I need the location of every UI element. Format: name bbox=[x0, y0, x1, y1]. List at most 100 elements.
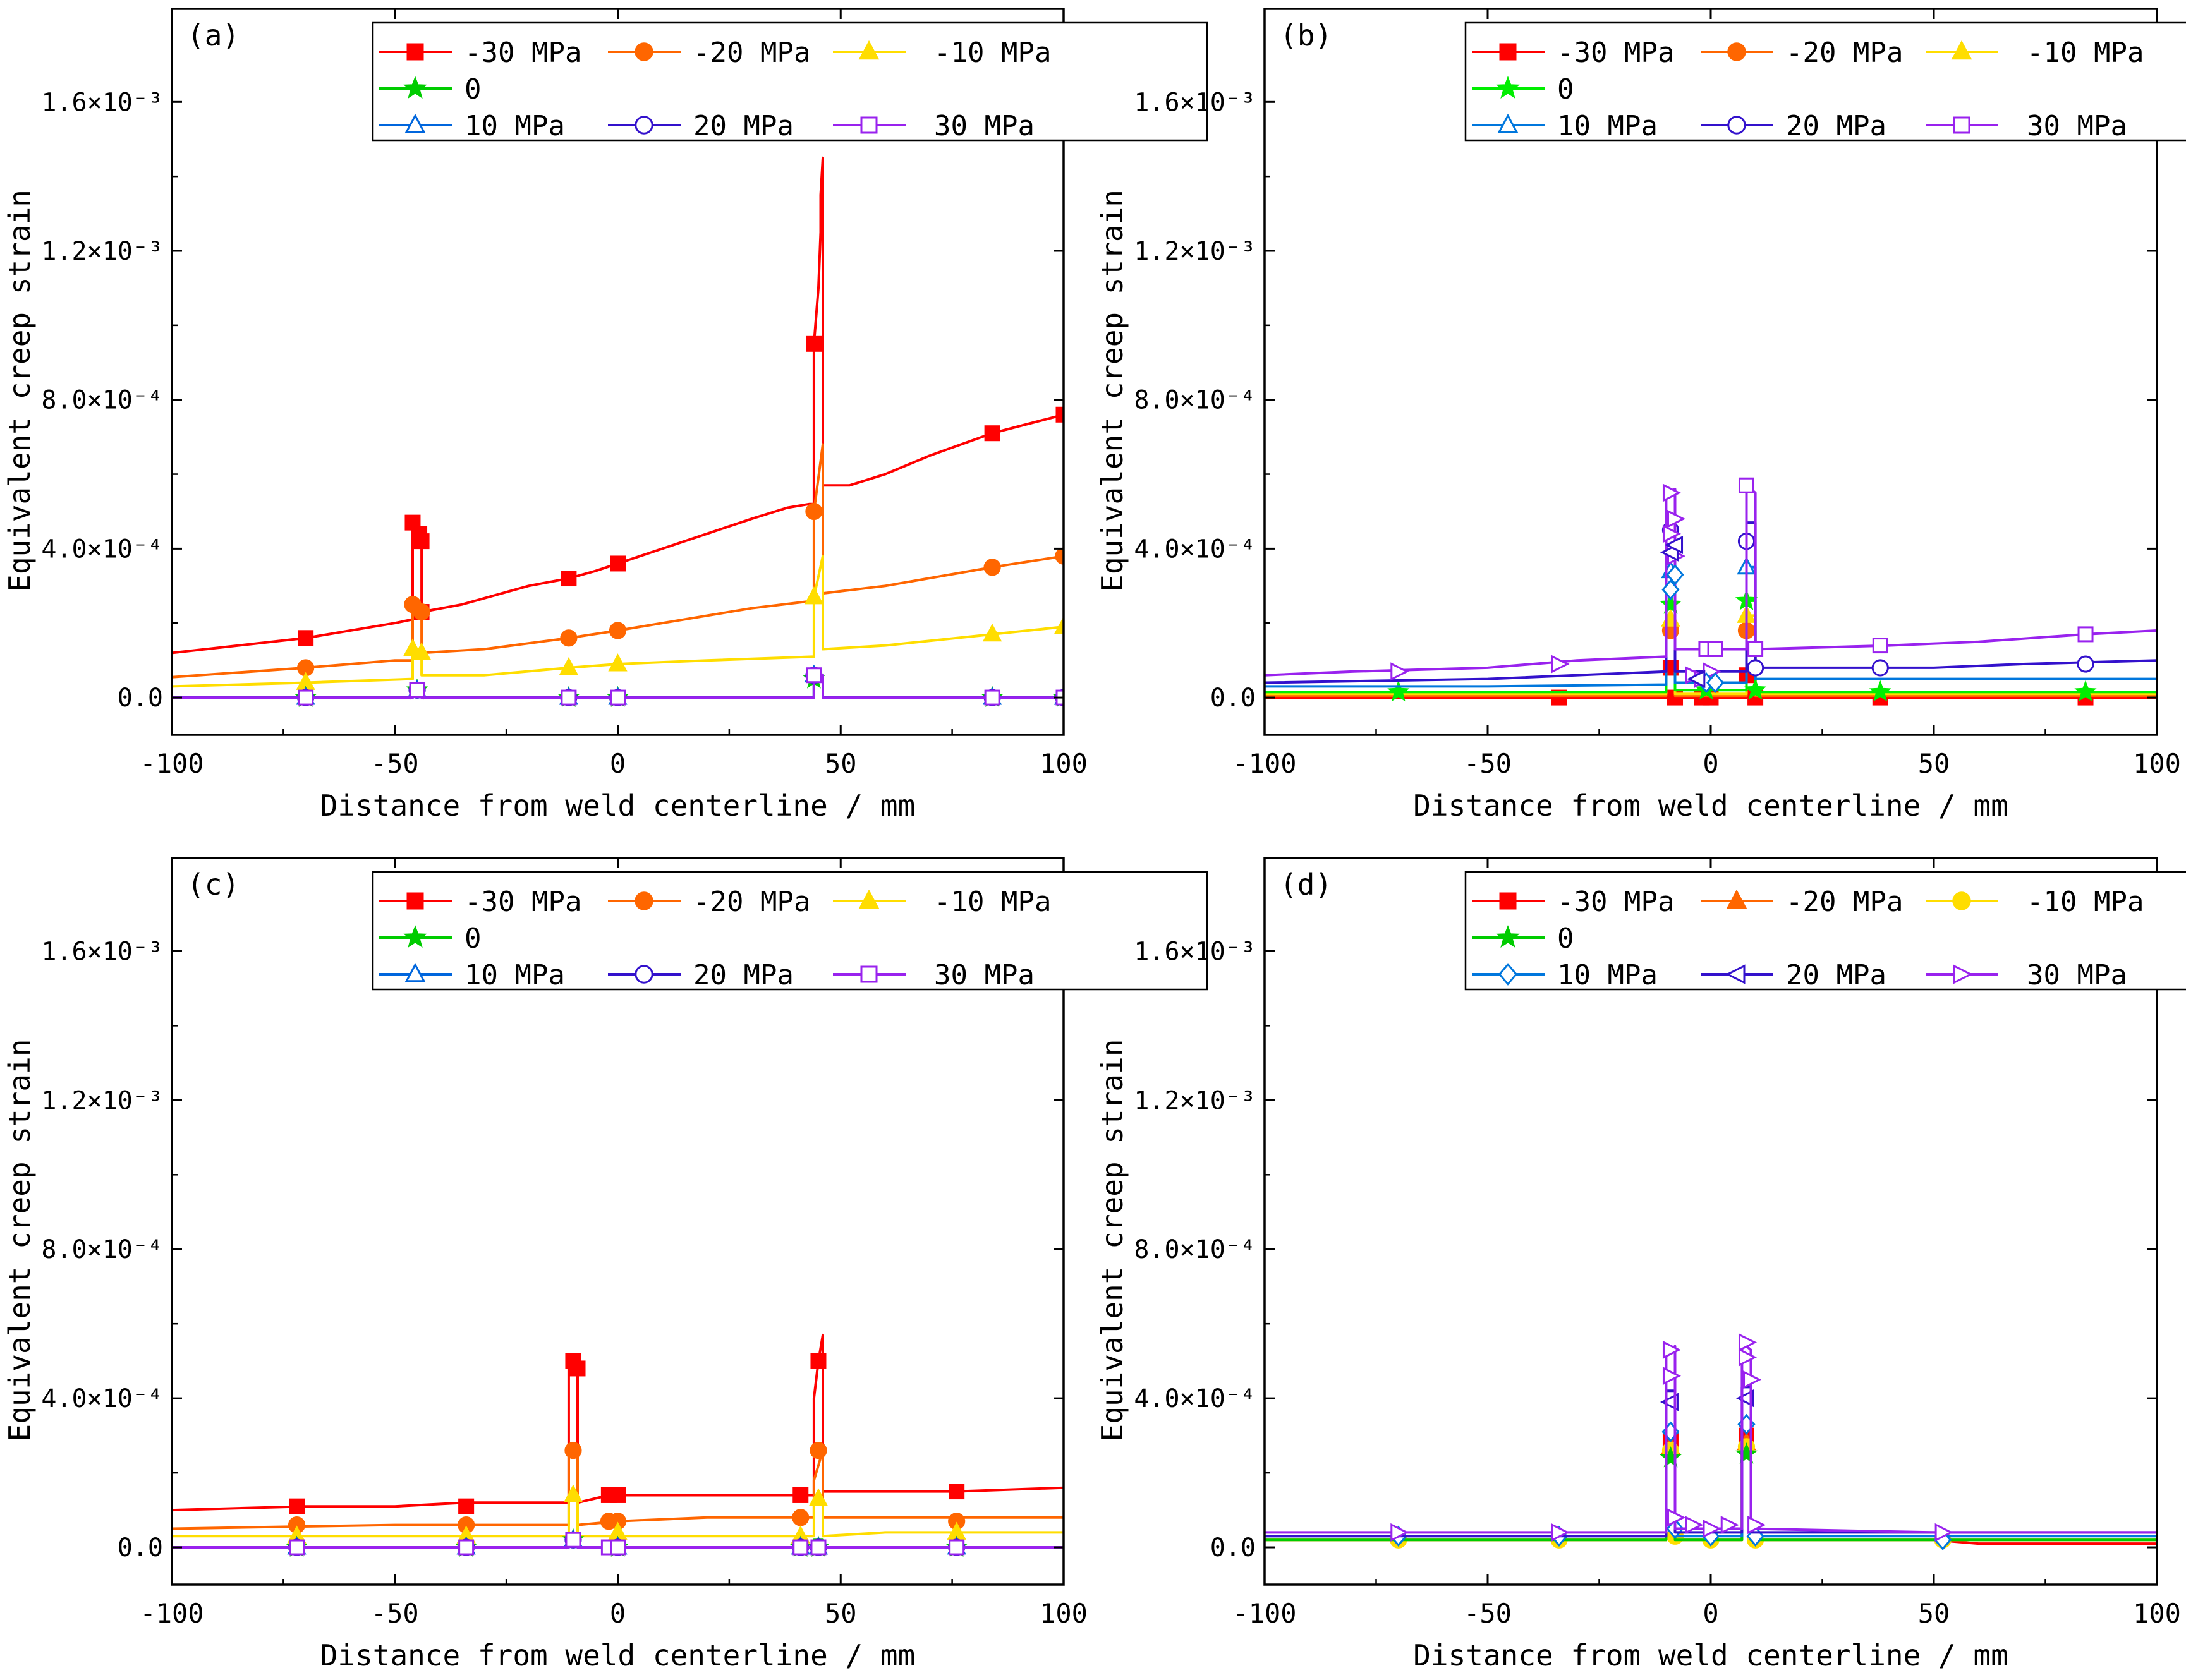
legend-marker bbox=[1725, 964, 1746, 984]
data-point-marker bbox=[289, 1539, 305, 1556]
y-tick-label: 0.0 bbox=[1210, 1533, 1256, 1562]
legend-marker bbox=[1952, 891, 1971, 910]
data-point-marker bbox=[1662, 1367, 1682, 1386]
data-point-marker bbox=[1664, 535, 1684, 555]
legend-label: 0 bbox=[1557, 922, 1574, 955]
legend-label: -30 MPa bbox=[465, 886, 581, 918]
data-point-marker bbox=[808, 1488, 829, 1506]
legend-label: -10 MPa bbox=[934, 37, 1051, 69]
data-point-marker bbox=[1687, 670, 1706, 689]
data-point-marker bbox=[1707, 641, 1723, 657]
y-tick-label: 0.0 bbox=[1210, 684, 1256, 713]
data-point-marker bbox=[1667, 1508, 1686, 1527]
legend: -30 MPa -20 MPa -10 MPa 0 10 MPa 20 MPa 30 MPa bbox=[372, 871, 1208, 991]
x-tick-label: 100 bbox=[2133, 748, 2181, 779]
data-point-marker bbox=[1054, 616, 1064, 634]
x-tick-label: 0 bbox=[1703, 1598, 1718, 1629]
legend-label: 0 bbox=[465, 73, 482, 106]
legend-marker bbox=[406, 892, 424, 910]
data-point-marker bbox=[1660, 1393, 1679, 1411]
data-point-marker bbox=[1747, 1516, 1766, 1535]
data-point-marker bbox=[806, 335, 822, 352]
legend-item: 30 MPa bbox=[833, 959, 1035, 991]
y-tick-label: 0.0 bbox=[118, 684, 163, 713]
x-tick-label: 0 bbox=[610, 748, 626, 779]
legend-marker bbox=[1726, 889, 1747, 909]
legend-marker bbox=[1951, 40, 1972, 60]
data-point-marker bbox=[409, 682, 425, 698]
legend-label: 30 MPa bbox=[934, 110, 1035, 142]
legend-item: 30 MPa bbox=[1926, 110, 2127, 142]
legend-box bbox=[1464, 871, 2186, 991]
data-point-marker bbox=[2077, 655, 2094, 673]
legend-marker bbox=[406, 43, 424, 61]
chart-panel-1: -100 -50 0 50 100 0.0 4.0×10⁻⁴ 8.0×10⁻⁴ 1.2×10⁻³… bbox=[3, 8, 1208, 823]
data-point-marker bbox=[1738, 1333, 1758, 1352]
data-point-marker bbox=[792, 1509, 810, 1526]
data-point-marker bbox=[2074, 680, 2097, 702]
legend-label: 30 MPa bbox=[2027, 959, 2127, 991]
data-point-marker bbox=[1666, 564, 1684, 586]
legend-label: 10 MPa bbox=[1557, 110, 1658, 142]
legend-marker bbox=[858, 889, 880, 909]
data-point-marker bbox=[1735, 1442, 1758, 1464]
legend-marker bbox=[860, 116, 878, 134]
data-point-marker bbox=[1667, 509, 1686, 528]
legend-item: 10 MPa bbox=[379, 110, 565, 142]
data-point-marker bbox=[805, 502, 823, 521]
data-point-marker bbox=[413, 603, 430, 621]
legend-item: 0 bbox=[379, 922, 482, 955]
legend-box bbox=[372, 871, 1208, 991]
data-point-marker bbox=[610, 1539, 626, 1556]
y-tick-label: 8.0×10⁻⁴ bbox=[1134, 386, 1256, 415]
x-tick-label: 100 bbox=[2133, 1598, 2181, 1629]
legend-item: -30 MPa bbox=[1472, 886, 1674, 918]
plot-area bbox=[1265, 477, 2157, 706]
legend-label: 10 MPa bbox=[1557, 959, 1658, 991]
data-point-marker bbox=[949, 1484, 965, 1500]
data-point-marker bbox=[1747, 659, 1764, 677]
data-point-marker bbox=[610, 1487, 626, 1503]
x-tick-label: 0 bbox=[1703, 748, 1718, 779]
legend-label: -20 MPa bbox=[1786, 37, 1903, 69]
y-axis-title: Equivalent creep strain bbox=[1095, 1039, 1129, 1442]
legend-label: -30 MPa bbox=[1557, 886, 1674, 918]
data-point-marker bbox=[1744, 678, 1767, 700]
y-tick-label: 4.0×10⁻⁴ bbox=[41, 1384, 163, 1413]
legend-item: 0 bbox=[1472, 73, 1574, 106]
plot-area bbox=[1265, 1333, 2157, 1550]
legend-item: 10 MPa bbox=[379, 959, 565, 991]
legend: -30 MPa -20 MPa -10 MPa 0 10 MPa 20 MPa 30 MPa bbox=[1464, 21, 2186, 142]
y-tick-label: 1.2×10⁻³ bbox=[1134, 1086, 1256, 1115]
data-point-marker bbox=[806, 667, 822, 684]
data-point-marker bbox=[458, 1498, 475, 1514]
x-tick-label: 50 bbox=[825, 748, 857, 779]
x-tick-label: -100 bbox=[1232, 1598, 1296, 1629]
data-point-marker bbox=[1871, 659, 1889, 677]
legend-label: -20 MPa bbox=[693, 37, 810, 69]
y-tick-label: 1.6×10⁻³ bbox=[1134, 88, 1256, 117]
legend-item: -20 MPa bbox=[608, 37, 810, 69]
legend-item: -20 MPa bbox=[1701, 886, 1903, 918]
data-point-marker bbox=[984, 689, 1000, 706]
legend-item: 20 MPa bbox=[1701, 959, 1886, 991]
y-tick-label: 1.6×10⁻³ bbox=[41, 88, 163, 117]
legend-item: -20 MPa bbox=[608, 886, 810, 918]
legend-label: 10 MPa bbox=[465, 959, 565, 991]
legend-item: 20 MPa bbox=[1701, 110, 1886, 142]
data-point-marker bbox=[298, 689, 314, 706]
legend-label: 20 MPa bbox=[1786, 959, 1886, 991]
x-tick-label: 100 bbox=[1040, 748, 1088, 779]
data-point-marker bbox=[984, 425, 1000, 442]
data-point-marker bbox=[2077, 626, 2094, 643]
x-tick-label: 0 bbox=[610, 1598, 626, 1629]
x-axis-title: Distance from weld centerline / mm bbox=[320, 789, 916, 823]
legend-box bbox=[1464, 21, 2186, 142]
data-point-marker bbox=[1551, 655, 1570, 674]
data-point-marker bbox=[1738, 1348, 1758, 1367]
panel-label: (d) bbox=[1280, 867, 1332, 902]
data-point-marker bbox=[810, 1353, 827, 1369]
x-axis-title: Distance from weld centerline / mm bbox=[1413, 789, 2008, 823]
legend: -30 MPa -20 MPa -10 MPa 0 10 MPa 20 MPa 30 MPa bbox=[1464, 871, 2186, 991]
legend-label: -30 MPa bbox=[465, 37, 581, 69]
